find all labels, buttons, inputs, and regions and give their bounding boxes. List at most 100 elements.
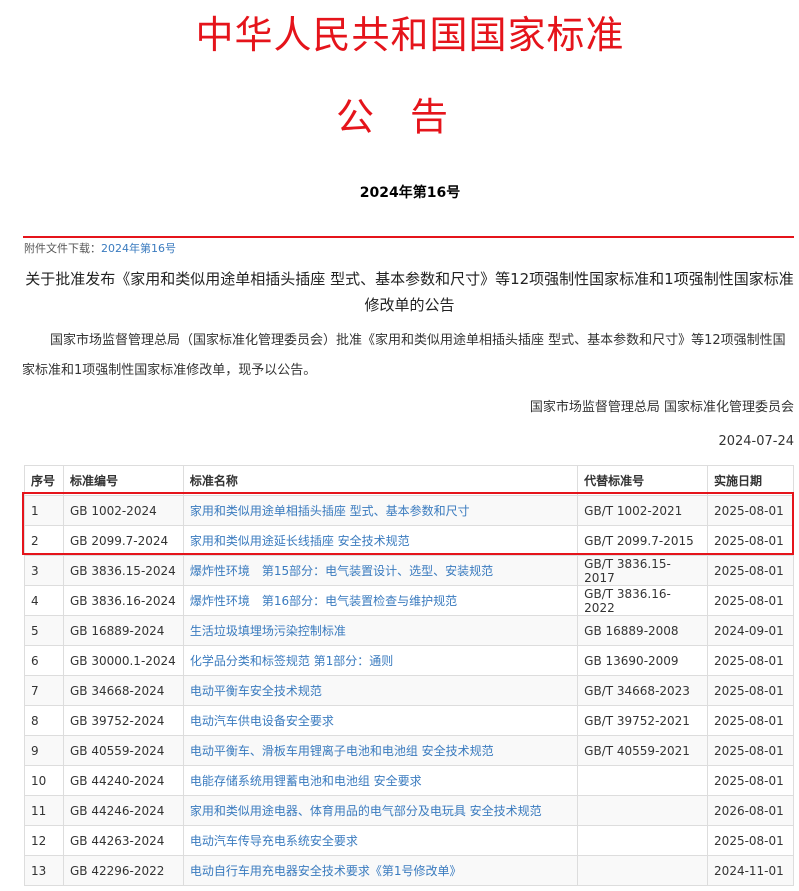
standard-code-cell: GB 42296-2022 — [62, 855, 184, 886]
effective-date-cell: 2025-08-01 — [707, 525, 794, 556]
notice-date: 2024-07-24 — [718, 434, 794, 449]
index-cell: 3 — [24, 555, 64, 586]
effective-date-cell: 2026-08-01 — [707, 795, 794, 826]
effective-date-cell: 2025-08-01 — [707, 645, 794, 676]
standard-link[interactable]: 爆炸性环境 第16部分：电气装置检查与维护规范 — [189, 594, 458, 608]
standard-code-cell: GB 44263-2024 — [62, 825, 184, 856]
column-header: 标准名称 — [182, 465, 579, 496]
table-row: 10 GB 44240-2024 电能存储系统用锂蓄电池和电池组 安全要求 2025-… — [24, 765, 794, 796]
standard-link[interactable]: 生活垃圾填埋场污染控制标准 — [189, 624, 346, 638]
effective-date-cell: 2025-08-01 — [707, 495, 794, 526]
standard-name-cell: 电动平衡车安全技术规范 — [182, 675, 579, 706]
highlight-box — [22, 492, 794, 555]
standard-link[interactable]: 电动自行车用充电器安全技术要求《第1号修改单》 — [189, 864, 462, 878]
table-row: 8 GB 39752-2024 电动汽车供电设备安全要求 GB/T 39752-202… — [24, 705, 794, 736]
column-header: 实施日期 — [707, 465, 794, 496]
replaced-standard-cell — [577, 825, 709, 856]
standard-code-cell: GB 3836.16-2024 — [62, 585, 184, 616]
table-row: 13 GB 42296-2022 电动自行车用充电器安全技术要求《第1号修改单》 20… — [24, 855, 794, 886]
index-cell: 12 — [24, 825, 64, 856]
standard-code-cell: GB 1002-2024 — [62, 495, 184, 526]
attachment-link[interactable]: 2024年第16号 — [101, 242, 176, 255]
standard-name-cell: 化学品分类和标签规范 第1部分：通则 — [182, 645, 579, 676]
replaced-standard-cell: GB 13690-2009 — [577, 645, 709, 676]
index-cell: 11 — [24, 795, 64, 826]
index-cell: 8 — [24, 705, 64, 736]
table-row: 6 GB 30000.1-2024 化学品分类和标签规范 第1部分：通则 GB 136… — [24, 645, 794, 676]
replaced-standard-cell — [577, 765, 709, 796]
standard-code-cell: GB 3836.15-2024 — [62, 555, 184, 586]
table-row: 3 GB 3836.15-2024 爆炸性环境 第15部分：电气装置设计、选型、安装… — [24, 555, 794, 586]
signature: 国家市场监督管理总局 国家标准化管理委员会 — [529, 400, 794, 415]
column-header: 代替标准号 — [577, 465, 709, 496]
standard-name-cell: 家用和类似用途单相插头插座 型式、基本参数和尺寸 — [182, 495, 579, 526]
replaced-standard-cell: GB/T 3836.15-2017 — [577, 555, 709, 586]
standard-name-cell: 电动汽车传导充电系统安全要求 — [182, 825, 579, 856]
standard-link[interactable]: 家用和类似用途单相插头插座 型式、基本参数和尺寸 — [189, 504, 470, 518]
replaced-standard-cell: GB/T 40559-2021 — [577, 735, 709, 766]
notice-number: 2024年第16号 — [359, 185, 461, 201]
replaced-standard-cell: GB/T 34668-2023 — [577, 675, 709, 706]
table-row: 2 GB 2099.7-2024 家用和类似用途延长线插座 安全技术规范 GB/T 2… — [24, 525, 794, 556]
replaced-standard-cell: GB/T 3836.16-2022 — [577, 585, 709, 616]
effective-date-cell: 2025-08-01 — [707, 555, 794, 586]
page-title: 中华人民共和国国家标准 — [195, 13, 625, 57]
standard-link[interactable]: 家用和类似用途延长线插座 安全技术规范 — [189, 534, 410, 548]
attachment-label: 附件文件下载： — [24, 242, 101, 255]
standard-link[interactable]: 化学品分类和标签规范 第1部分：通则 — [189, 654, 394, 668]
standard-link[interactable]: 家用和类似用途电器、体育用品的电气部分及电玩具 安全技术规范 — [189, 804, 542, 818]
attachment: 附件文件下载：2024年第16号 — [24, 240, 176, 256]
table-row: 7 GB 34668-2024 电动平衡车安全技术规范 GB/T 34668-2023… — [24, 675, 794, 706]
standard-link[interactable]: 电动平衡车、滑板车用锂离子电池和电池组 安全技术规范 — [189, 744, 494, 758]
notice-body: 国家市场监督管理总局（国家标准化管理委员会）批准《家用和类似用途单相插头插座 型… — [22, 333, 786, 378]
index-cell: 2 — [24, 525, 64, 556]
standard-name-cell: 电动自行车用充电器安全技术要求《第1号修改单》 — [182, 855, 579, 886]
effective-date-cell: 2025-08-01 — [707, 585, 794, 616]
standard-name-cell: 爆炸性环境 第16部分：电气装置检查与维护规范 — [182, 585, 579, 616]
standard-code-cell: GB 16889-2024 — [62, 615, 184, 646]
replaced-standard-cell: GB/T 2099.7-2015 — [577, 525, 709, 556]
standard-link[interactable]: 电动汽车供电设备安全要求 — [189, 714, 334, 728]
replaced-standard-cell: GB 16889-2008 — [577, 615, 709, 646]
standard-code-cell: GB 44246-2024 — [62, 795, 184, 826]
table-row: 4 GB 3836.16-2024 爆炸性环境 第16部分：电气装置检查与维护规范 G… — [24, 585, 794, 616]
table-row: 12 GB 44263-2024 电动汽车传导充电系统安全要求 2025-08-01 — [24, 825, 794, 856]
standard-link[interactable]: 电动平衡车安全技术规范 — [189, 684, 322, 698]
effective-date-cell: 2025-08-01 — [707, 825, 794, 856]
table-row: 5 GB 16889-2024 生活垃圾填埋场污染控制标准 GB 16889-2008… — [24, 615, 794, 646]
replaced-standard-cell — [577, 855, 709, 886]
divider — [23, 236, 794, 238]
index-cell: 7 — [24, 675, 64, 706]
column-header: 序号 — [24, 465, 64, 496]
standard-code-cell: GB 2099.7-2024 — [62, 525, 184, 556]
standard-link[interactable]: 电能存储系统用锂蓄电池和电池组 安全要求 — [189, 774, 422, 788]
standard-code-cell: GB 30000.1-2024 — [62, 645, 184, 676]
index-cell: 6 — [24, 645, 64, 676]
index-cell: 10 — [24, 765, 64, 796]
standard-name-cell: 家用和类似用途电器、体育用品的电气部分及电玩具 安全技术规范 — [182, 795, 579, 826]
notice-label: 公告 — [335, 95, 484, 139]
table-row: 11 GB 44246-2024 家用和类似用途电器、体育用品的电气部分及电玩具 安… — [24, 795, 794, 826]
replaced-standard-cell: GB/T 39752-2021 — [577, 705, 709, 736]
standard-name-cell: 电动汽车供电设备安全要求 — [182, 705, 579, 736]
effective-date-cell: 2025-08-01 — [707, 705, 794, 736]
index-cell: 4 — [24, 585, 64, 616]
standard-link[interactable]: 电动汽车传导充电系统安全要求 — [189, 834, 358, 848]
replaced-standard-cell — [577, 795, 709, 826]
standard-code-cell: GB 44240-2024 — [62, 765, 184, 796]
effective-date-cell: 2025-08-01 — [707, 735, 794, 766]
standard-name-cell: 生活垃圾填埋场污染控制标准 — [182, 615, 579, 646]
index-cell: 5 — [24, 615, 64, 646]
index-cell: 1 — [24, 495, 64, 526]
index-cell: 13 — [24, 855, 64, 886]
notice-heading: 关于批准发布《家用和类似用途单相插头插座 型式、基本参数和尺寸》等12项强制性国… — [25, 270, 794, 314]
index-cell: 9 — [24, 735, 64, 766]
effective-date-cell: 2025-08-01 — [707, 765, 794, 796]
standard-link[interactable]: 爆炸性环境 第15部分：电气装置设计、选型、安装规范 — [189, 564, 494, 578]
effective-date-cell: 2024-09-01 — [707, 615, 794, 646]
standard-code-cell: GB 40559-2024 — [62, 735, 184, 766]
standard-name-cell: 家用和类似用途延长线插座 安全技术规范 — [182, 525, 579, 556]
standard-code-cell: GB 34668-2024 — [62, 675, 184, 706]
standard-name-cell: 电能存储系统用锂蓄电池和电池组 安全要求 — [182, 765, 579, 796]
table-row: 1 GB 1002-2024 家用和类似用途单相插头插座 型式、基本参数和尺寸 GB/… — [24, 495, 794, 526]
